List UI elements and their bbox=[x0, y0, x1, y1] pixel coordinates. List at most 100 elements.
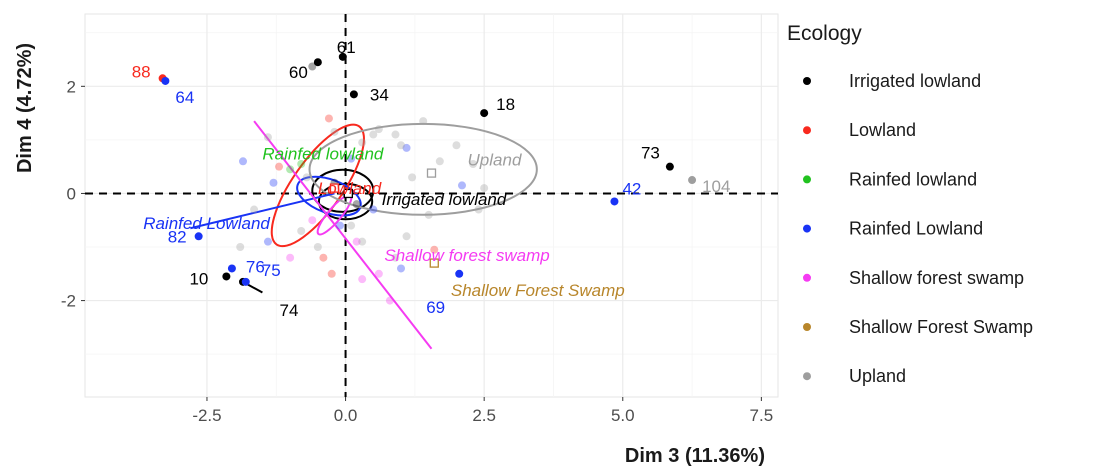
ellipse-upland bbox=[308, 122, 538, 216]
labeled-point-rainfed-lowland bbox=[241, 277, 250, 286]
legend-label-shallow-forest-swamp: Shallow forest swamp bbox=[849, 268, 1024, 288]
point-label: 74 bbox=[280, 301, 299, 320]
ellipse-irrigated-lowland bbox=[311, 168, 375, 213]
point-label: 82 bbox=[168, 227, 187, 246]
point-lowland bbox=[319, 253, 328, 262]
legend-label-rainfed-lowland: Rainfed lowland bbox=[849, 169, 977, 189]
point-upland bbox=[236, 243, 245, 252]
point-upland bbox=[313, 243, 322, 252]
point-upland bbox=[369, 130, 378, 139]
centroid-irrigated-lowland bbox=[343, 188, 353, 199]
legend-key-rainfed-lowland bbox=[803, 224, 811, 233]
point-upland bbox=[391, 130, 400, 139]
point-rainfed-lowland bbox=[369, 205, 378, 214]
point-label: 69 bbox=[426, 298, 445, 317]
point-label: 18 bbox=[496, 95, 515, 114]
data-points bbox=[158, 52, 697, 305]
y-tick-label: 2 bbox=[67, 77, 76, 96]
point-shallow-forest-swamp bbox=[358, 275, 367, 284]
point-upland bbox=[469, 159, 478, 168]
panel-background bbox=[84, 13, 779, 398]
line-shallow-forest-swamp bbox=[253, 120, 433, 350]
labeled-point-irrigated-lowland bbox=[349, 90, 358, 99]
legend-title: Ecology bbox=[787, 22, 862, 45]
group-label-shallow-forest-swamp: Shallow forest swamp bbox=[384, 246, 549, 265]
point-rainfed-lowland bbox=[286, 165, 295, 174]
confidence-ellipses bbox=[270, 122, 538, 248]
y-axis-ticks: -2 0 2 bbox=[61, 77, 85, 311]
centroid-lowland bbox=[329, 183, 340, 193]
labeled-point-irrigated-lowland bbox=[665, 162, 674, 171]
legend-label-rainfed-lowland: Rainfed Lowland bbox=[849, 219, 983, 239]
labeled-point-irrigated-lowland bbox=[338, 52, 347, 61]
legend-key-upland bbox=[803, 372, 811, 381]
group-label-rainfed-lowland: Rainfed Lowland bbox=[143, 214, 270, 233]
point-rainfed-lowland bbox=[402, 143, 411, 152]
legend-key-lowland bbox=[803, 126, 811, 135]
point-label: 88 bbox=[132, 62, 151, 81]
point-upland bbox=[424, 210, 433, 219]
x-tick-label: 5.0 bbox=[611, 406, 635, 425]
point-rainfed-lowland bbox=[336, 221, 345, 230]
point-upland bbox=[347, 221, 356, 230]
labeled-point-upland bbox=[688, 176, 697, 185]
y-axis-title: Dim 4 (4.72%) bbox=[14, 43, 36, 173]
point-upland bbox=[402, 232, 411, 241]
point-irrigated-lowland bbox=[308, 62, 317, 71]
labeled-point-irrigated-lowland bbox=[222, 272, 231, 281]
point-shallow-forest-swamp bbox=[286, 253, 295, 262]
point-upland bbox=[391, 253, 400, 262]
point-label: 61 bbox=[337, 38, 356, 57]
point-rainfed-lowland bbox=[347, 154, 356, 163]
point-label: 60 bbox=[289, 63, 308, 82]
x-tick-label: 2.5 bbox=[472, 406, 496, 425]
point-upland bbox=[397, 141, 406, 150]
group-label-shallow-forest-swamp: Shallow Forest Swamp bbox=[451, 281, 625, 300]
labeled-point-rainfed-lowland bbox=[194, 232, 203, 241]
labeled-point-rainfed-lowland bbox=[161, 76, 170, 85]
group-label-irrigated-lowland: Irrigated lowland bbox=[382, 190, 507, 209]
x-tick-label: -2.5 bbox=[192, 406, 221, 425]
point-label: 75 bbox=[262, 261, 281, 280]
point-label: 10 bbox=[189, 269, 208, 288]
point-rainfed-lowland bbox=[397, 264, 406, 273]
labeled-point-irrigated-lowland bbox=[313, 58, 322, 67]
legend-key-irrigated-lowland bbox=[803, 77, 811, 85]
labeled-point-rainfed-lowland bbox=[610, 197, 619, 206]
point-lowland bbox=[430, 245, 439, 254]
group-label-rainfed-lowland: Rainfed lowland bbox=[262, 144, 384, 163]
point-upland bbox=[358, 237, 367, 246]
legend-label-shallow-forest-swamp: Shallow Forest Swamp bbox=[849, 317, 1033, 337]
point-upland bbox=[358, 138, 367, 147]
point-lowland bbox=[324, 114, 333, 123]
x-axis-ticks: -2.5 0.0 2.5 5.0 7.5 bbox=[192, 397, 773, 425]
point-rainfed-lowland bbox=[297, 159, 306, 168]
x-tick-label: 0.0 bbox=[334, 406, 358, 425]
point-rainfed-lowland bbox=[269, 178, 278, 187]
point-label: 42 bbox=[622, 179, 641, 198]
point-label: 34 bbox=[370, 85, 389, 104]
point-label: 73 bbox=[641, 144, 660, 163]
point-upland bbox=[408, 173, 417, 182]
point-upland bbox=[302, 173, 311, 182]
point-rainfed-lowland bbox=[457, 181, 466, 190]
legend-key-shallow-forest-swamp bbox=[803, 273, 811, 282]
labeled-point-rainfed-lowland bbox=[227, 264, 236, 273]
group-label-upland: Upland bbox=[468, 151, 522, 170]
legend-items: Irrigated lowland Lowland Rainfed lowland R… bbox=[803, 71, 1033, 386]
legend-label-upland: Upland bbox=[849, 366, 906, 386]
point-lowland bbox=[275, 162, 284, 171]
ellipse-irrigated-lowland bbox=[317, 182, 374, 221]
point-upland bbox=[263, 133, 272, 142]
legend-label-lowland: Lowland bbox=[849, 120, 916, 140]
point-upland bbox=[480, 184, 489, 193]
point-rainfed-lowland bbox=[263, 237, 272, 246]
legend-label-irrigated-lowland: Irrigated lowland bbox=[849, 71, 981, 91]
line-rainfed-lowland bbox=[190, 192, 335, 230]
point-label: 104 bbox=[702, 177, 730, 196]
point-irrigated-lowland bbox=[352, 200, 361, 209]
y-tick-label: 0 bbox=[67, 184, 76, 203]
legend-key-rainfed-lowland bbox=[803, 175, 811, 184]
